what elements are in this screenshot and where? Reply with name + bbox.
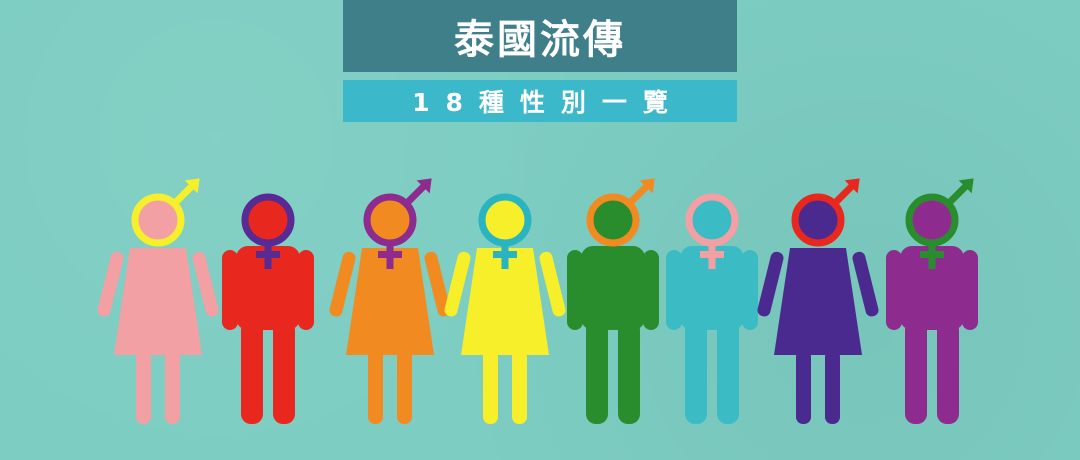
leg-left — [241, 320, 263, 424]
page-subtitle: 18種性別一覽 — [412, 88, 684, 117]
title-banner: 泰國流傳 — [343, 0, 737, 72]
female-symbol-bar — [920, 251, 944, 258]
arm-right — [424, 251, 451, 317]
arm-right — [962, 250, 978, 330]
dress — [774, 248, 862, 355]
person-figure-8 — [886, 178, 978, 424]
male-symbol-icon — [946, 180, 972, 206]
arm-right — [192, 251, 219, 317]
torso — [236, 246, 300, 330]
person-figure-5 — [567, 178, 659, 424]
leg-right — [165, 350, 180, 424]
leg-left — [796, 350, 811, 424]
leg-right — [937, 320, 959, 424]
arm-right — [852, 251, 879, 317]
head-symbol-ring — [241, 193, 295, 247]
male-symbol-icon — [172, 180, 198, 206]
female-symbol-bar — [256, 251, 280, 258]
female-symbol-bar — [700, 251, 724, 258]
leg-right — [618, 320, 640, 424]
torso — [680, 246, 744, 330]
dress — [346, 248, 434, 355]
leg-left — [685, 320, 707, 424]
male-symbol-icon — [627, 180, 653, 206]
page-title: 泰國流傳 — [454, 17, 626, 63]
person-figure-2 — [222, 193, 314, 424]
leg-left — [368, 350, 383, 424]
leg-right — [717, 320, 739, 424]
male-arrow-head — [844, 178, 860, 194]
arm-left — [886, 250, 902, 330]
leg-right — [512, 350, 527, 424]
arm-left — [567, 250, 583, 330]
subtitle-banner: 18種性別一覽 — [343, 80, 737, 122]
arm-left — [222, 250, 238, 330]
arm-right — [298, 250, 314, 330]
male-symbol-icon — [832, 180, 858, 206]
leg-left — [586, 320, 608, 424]
male-arrow-head — [639, 178, 655, 194]
male-arrow-head — [958, 178, 974, 194]
person-figure-7 — [757, 178, 879, 424]
arm-right — [742, 250, 758, 330]
dress — [114, 248, 202, 355]
leg-left — [136, 350, 151, 424]
head-symbol-ring — [791, 193, 845, 247]
arm-right — [643, 250, 659, 330]
arm-right — [539, 251, 566, 317]
dress — [461, 248, 549, 355]
leg-right — [397, 350, 412, 424]
leg-left — [483, 350, 498, 424]
leg-right — [825, 350, 840, 424]
person-figure-1 — [97, 178, 219, 424]
female-symbol-bar — [493, 251, 517, 258]
arm-left — [757, 251, 784, 317]
male-arrow-head — [184, 178, 200, 194]
torso — [900, 246, 964, 330]
arm-left — [97, 251, 124, 317]
head-symbol-ring — [131, 193, 185, 247]
arm-left — [666, 250, 682, 330]
male-arrow-head — [416, 178, 432, 194]
torso — [581, 246, 645, 330]
arm-left — [444, 251, 471, 317]
head-symbol-ring — [478, 193, 532, 247]
leg-right — [273, 320, 295, 424]
head-symbol-ring — [685, 193, 739, 247]
male-symbol-icon — [404, 180, 430, 206]
leg-left — [905, 320, 927, 424]
head-symbol-ring — [586, 193, 640, 247]
person-figure-4 — [444, 193, 566, 424]
arm-left — [329, 251, 356, 317]
person-figure-6 — [666, 193, 758, 424]
female-symbol-bar — [378, 251, 402, 258]
person-figure-3 — [329, 178, 451, 424]
